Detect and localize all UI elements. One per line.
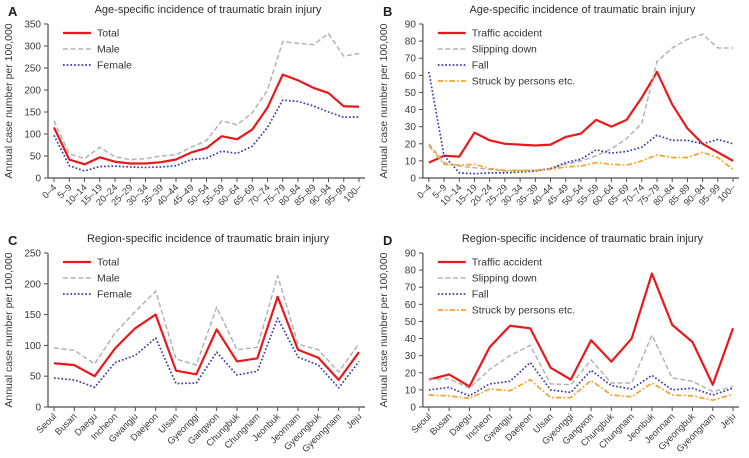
y-tick-label: 250 <box>24 249 41 260</box>
series-line-slipping-down <box>428 33 734 172</box>
chart-area-a: 0501001502002503003500–45–910–1415–1920–… <box>24 20 365 208</box>
series-line-traffic-accident <box>428 70 734 164</box>
y-tick-label: 100 <box>24 341 41 352</box>
y-tick-label: 100 <box>24 130 41 141</box>
y-tick-label: 40 <box>405 105 417 116</box>
chart-area-b: 01020304050607080900–45–910–1415–1920–24… <box>405 19 740 208</box>
legend-label-fall: Fall <box>472 60 489 71</box>
y-tick-label: 200 <box>24 86 41 97</box>
y-tick-label: 90 <box>405 248 417 259</box>
x-tick-label: Jeju <box>718 411 737 430</box>
y-tick-label: 40 <box>405 334 417 345</box>
y-tick-label: 50 <box>405 88 417 99</box>
panel-b-chart: B Age-specific incidence of traumatic br… <box>379 4 740 208</box>
x-tick-label: 100– <box>716 182 738 204</box>
panel-a-chart: A Age-specific incidence of traumatic br… <box>3 4 365 208</box>
legend-label-slipping-down: Slipping down <box>472 44 537 55</box>
panel-a: A Age-specific incidence of traumatic br… <box>0 0 375 229</box>
y-tick-label: 300 <box>24 42 41 53</box>
y-tick-label: 80 <box>405 266 417 277</box>
series-line-slipping-down <box>428 334 734 393</box>
panel-d: D Region-specific incidence of traumatic… <box>375 229 749 458</box>
x-tick-label: 100– <box>342 182 364 204</box>
y-tick-label: 30 <box>405 351 417 362</box>
panel-c: C Region-specific incidence of traumatic… <box>0 229 375 458</box>
y-tick-label: 250 <box>24 64 41 75</box>
y-tick-label: 150 <box>24 310 41 321</box>
y-tick-label: 70 <box>405 54 417 65</box>
y-tick-label: 30 <box>405 122 417 133</box>
panel-letter-d: D <box>383 233 392 248</box>
series-line-female <box>53 99 360 172</box>
series-line-traffic-accident <box>428 272 735 388</box>
legend-label-traffic-accident: Traffic accident <box>472 28 542 39</box>
y-tick-label: 0 <box>35 174 41 185</box>
chart-title-d: Region-specific incidence of traumatic b… <box>462 233 704 245</box>
x-tick-label: 0–4 <box>415 182 433 200</box>
chart-title-b: Age-specific incidence of traumatic brai… <box>470 4 696 16</box>
y-tick-label: 50 <box>30 372 42 383</box>
y-tick-label: 60 <box>405 300 417 311</box>
series-line-female <box>53 317 360 389</box>
series-line-struck-by-persons-etc <box>428 144 734 172</box>
y-tick-label: 150 <box>24 108 41 119</box>
legend-label-total: Total <box>97 257 119 269</box>
y-tick-label: 10 <box>405 385 417 396</box>
y-tick-label: 350 <box>24 20 41 31</box>
y-tick-label: 50 <box>30 152 42 163</box>
y-tick-label: 0 <box>35 403 41 414</box>
series-line-fall <box>428 361 734 397</box>
chart-title-c: Region-specific incidence of traumatic b… <box>87 233 330 245</box>
series-line-total <box>53 295 360 381</box>
legend-label-fall: Fall <box>472 289 489 300</box>
y-tick-label: 70 <box>405 283 417 294</box>
y-tick-label: 80 <box>405 37 417 48</box>
panel-letter-a: A <box>8 4 18 19</box>
series-line-struck-by-persons-etc <box>428 378 734 402</box>
panel-letter-b: B <box>383 4 392 19</box>
panel-b: B Age-specific incidence of traumatic br… <box>375 0 749 229</box>
panel-letter-c: C <box>8 233 18 248</box>
x-tick-label: Jeju <box>344 411 363 430</box>
y-tick-label: 20 <box>405 139 417 150</box>
panel-d-chart: D Region-specific incidence of traumatic… <box>379 233 740 454</box>
y-axis-title-a: Annual case number per 100,000 <box>3 23 15 178</box>
legend-label-male: Male <box>97 44 120 56</box>
y-tick-label: 10 <box>405 156 417 167</box>
y-tick-label: 60 <box>405 71 417 82</box>
legend-label-struck-by-persons-etc: Struck by persons etc. <box>472 76 575 87</box>
y-axis-title-b: Annual case number per 100,000 <box>379 23 390 178</box>
chart-area-c: 050100150200250SeoulBusanDaeguIncheonGwa… <box>24 249 365 454</box>
legend-label-female: Female <box>97 60 132 72</box>
y-tick-label: 20 <box>405 368 417 379</box>
series-line-total <box>53 73 360 166</box>
legend-label-female: Female <box>97 289 132 301</box>
legend-label-male: Male <box>97 273 120 285</box>
series-line-male <box>53 32 360 161</box>
y-tick-label: 90 <box>405 19 417 30</box>
series-line-male <box>53 275 360 373</box>
y-tick-label: 0 <box>410 173 416 184</box>
y-axis-title-d: Annual case number per 100,000 <box>379 252 390 407</box>
y-tick-label: 50 <box>405 317 417 328</box>
legend-label-slipping-down: Slipping down <box>472 273 537 284</box>
legend-label-traffic-accident: Traffic accident <box>472 257 542 268</box>
y-axis-title-c: Annual case number per 100,000 <box>3 252 15 407</box>
y-tick-label: 200 <box>24 279 41 290</box>
x-tick-label: 0–4 <box>40 182 58 200</box>
chart-title-a: Age-specific incidence of traumatic brai… <box>95 4 322 16</box>
y-tick-label: 0 <box>410 402 416 413</box>
legend-label-total: Total <box>97 28 119 40</box>
panel-c-chart: C Region-specific incidence of traumatic… <box>3 233 365 454</box>
chart-area-d: 0102030405060708090SeoulBusanDaeguIncheo… <box>405 248 740 454</box>
legend-label-struck-by-persons-etc: Struck by persons etc. <box>472 305 575 316</box>
